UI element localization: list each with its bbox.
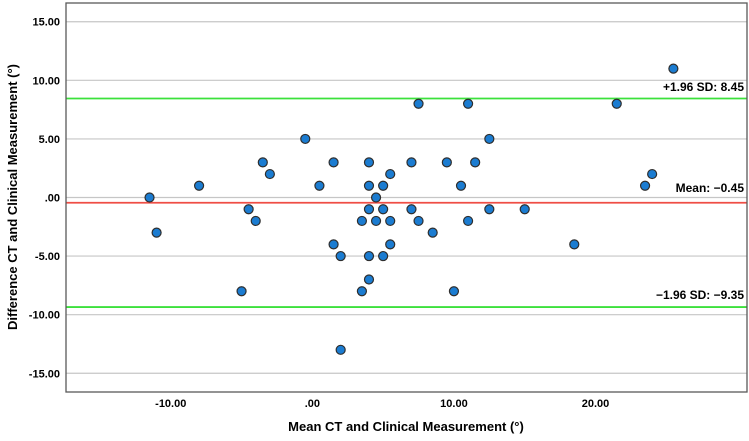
- data-point: [378, 250, 389, 262]
- data-point: [455, 180, 467, 191]
- data-point: [611, 98, 622, 109]
- upper-loa-label: +1.96 SD: 8.45: [663, 80, 744, 94]
- data-point: [370, 192, 382, 203]
- data-point: [413, 98, 424, 109]
- data-point: [314, 180, 325, 191]
- data-point: [413, 215, 424, 227]
- tick-label-layer: 15.00 10.00 5.00 .00 -5.00 -10.00 -15.00 -10.00…: [29, 17, 609, 410]
- mean-label: Mean: −0.45: [676, 181, 745, 195]
- y-axis-title: Difference CT and Clinical Measurement (…: [5, 64, 20, 330]
- data-point: [300, 133, 311, 145]
- gridline-layer: [66, 21, 747, 374]
- data-point: [236, 286, 247, 297]
- data-point: [462, 215, 474, 227]
- data-point: [406, 157, 417, 168]
- data-point: [385, 168, 396, 180]
- data-point: [356, 215, 368, 227]
- y-tick-label: -10.00: [29, 310, 60, 322]
- x-tick-label: .00: [305, 398, 320, 410]
- plot-border: [65, 2, 748, 393]
- data-point: [569, 239, 580, 250]
- data-point: [356, 286, 368, 297]
- y-tick-label: .00: [45, 193, 60, 205]
- data-point: [519, 204, 530, 215]
- data-point: [363, 274, 375, 285]
- data-point: [363, 204, 375, 215]
- data-point: [335, 344, 346, 355]
- data-point: [462, 98, 474, 109]
- data-point: [385, 239, 396, 250]
- y-tick-label: 15.00: [32, 17, 60, 29]
- x-tick-label: 20.00: [582, 398, 610, 410]
- data-point: [427, 227, 438, 238]
- x-tick-label: -10.00: [155, 398, 186, 410]
- x-tick-label: 10.00: [440, 398, 468, 410]
- lower-loa-label: −1.96 SD: −9.35: [656, 288, 744, 302]
- plot-frame: [65, 2, 748, 393]
- data-point: [328, 157, 339, 168]
- data-point: [257, 157, 268, 168]
- data-point: [378, 204, 389, 215]
- data-point: [647, 168, 658, 180]
- data-point: [370, 215, 382, 227]
- data-point: [441, 157, 452, 168]
- data-point: [668, 63, 679, 74]
- data-point: [335, 250, 346, 262]
- data-point: [484, 133, 495, 145]
- y-tick-label: -5.00: [35, 251, 60, 263]
- data-point: [470, 157, 481, 168]
- data-point: [385, 215, 396, 227]
- data-point: [363, 180, 375, 191]
- x-axis-title: Mean CT and Clinical Measurement (°): [288, 419, 524, 434]
- data-point: [264, 168, 275, 180]
- data-point: [243, 204, 254, 215]
- y-tick-label: 5.00: [39, 134, 60, 146]
- data-point: [363, 157, 375, 168]
- data-point: [144, 192, 155, 203]
- data-point: [250, 215, 261, 227]
- y-tick-label: -15.00: [29, 368, 60, 380]
- data-point: [193, 180, 205, 191]
- y-tick-label: 10.00: [32, 75, 60, 87]
- reference-line-layer: [66, 97, 747, 308]
- data-point: [151, 227, 162, 238]
- data-point: [406, 204, 417, 215]
- data-point: [448, 286, 460, 297]
- data-point: [484, 204, 495, 215]
- data-point: [328, 239, 339, 250]
- data-point: [378, 180, 389, 191]
- data-point: [639, 180, 651, 191]
- data-point-layer: [144, 63, 679, 355]
- data-point: [363, 250, 375, 262]
